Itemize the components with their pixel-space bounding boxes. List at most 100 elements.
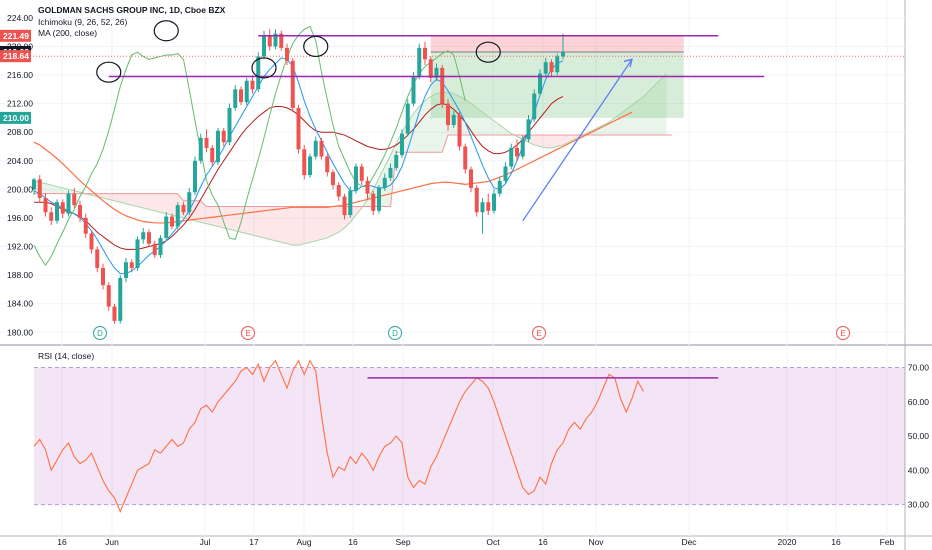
highlight-circle	[251, 57, 277, 79]
trend-arrow-head	[623, 58, 633, 68]
rsi-y-tick-label: 50.00	[908, 431, 930, 441]
cloud-segment	[425, 96, 431, 153]
price-scale-label: 210.00	[3, 113, 29, 123]
candle-body	[296, 107, 301, 150]
x-tick-label: 16	[57, 537, 67, 547]
candle-body	[129, 262, 134, 268]
cloud-segment	[488, 116, 494, 136]
cloud-segment	[321, 206, 328, 240]
price-scale-label-bg	[0, 29, 31, 42]
candle-body	[331, 172, 335, 186]
cloud-segment	[149, 193, 155, 211]
y-tick-label: 224.00	[7, 13, 33, 23]
x-tick-label: 17	[249, 537, 259, 547]
user-drawings[interactable]	[0, 20, 905, 222]
candle-body	[193, 160, 197, 193]
event-marker-label: D	[392, 329, 398, 338]
candle-body	[520, 139, 525, 157]
cloud-segment	[304, 206, 310, 244]
cloud-segment	[551, 135, 558, 148]
x-tick-label: Feb	[880, 537, 895, 547]
candle-body	[204, 137, 209, 148]
candle-body	[446, 103, 450, 126]
candle-body	[221, 130, 226, 143]
cloud-segment	[287, 206, 293, 246]
y-tick-label: 216.00	[7, 70, 33, 80]
candle-body	[175, 205, 180, 227]
y-tick-label: 204.00	[7, 156, 33, 166]
x-tick-label: Aug	[296, 537, 311, 547]
candle-body	[515, 147, 519, 157]
cloud-segment	[545, 135, 552, 148]
y-tick-label: 200.00	[7, 184, 33, 194]
candle-body	[313, 140, 318, 157]
candle-body	[147, 232, 151, 244]
y-tick-label: 212.00	[7, 99, 33, 109]
candle-body	[32, 179, 36, 190]
candle-body	[250, 80, 255, 90]
candle-body	[244, 80, 249, 103]
rsi-y-tick-label: 70.00	[908, 363, 930, 373]
candle-body	[43, 197, 48, 213]
cloud-segment	[252, 206, 259, 237]
cloud-segment	[275, 206, 282, 243]
cloud-segment	[315, 206, 322, 241]
candle-body	[187, 192, 192, 213]
cloud-segment	[131, 193, 138, 207]
candle-body	[95, 249, 100, 268]
cloud-segment	[281, 206, 287, 244]
price-scale-label: 218.64	[3, 51, 29, 61]
cloud-segment	[534, 135, 540, 147]
candle-body	[434, 67, 439, 78]
axes: 16 Jun Jul 17 Aug 16 Sep Oct 16 Nov Dec 2020 16 Feb 18…	[0, 13, 929, 547]
candle-body	[354, 166, 358, 191]
event-marker-label: E	[840, 329, 845, 338]
candle-body	[325, 156, 330, 173]
candle-body	[78, 205, 82, 218]
candle-body	[267, 35, 272, 47]
candle-body	[273, 33, 278, 47]
cloud-segment	[57, 186, 63, 194]
event-marker	[836, 326, 850, 340]
cloud-segment	[655, 79, 661, 136]
candle-body	[89, 233, 94, 250]
cloud-segment	[229, 206, 236, 231]
candle-body	[210, 147, 215, 163]
x-tick-label: Oct	[486, 537, 500, 547]
rsi-pane[interactable]	[33, 359, 905, 513]
highlight-circle	[153, 20, 179, 42]
candle-body	[118, 277, 123, 321]
cloud-segment	[649, 85, 655, 136]
price-scale-label-bg	[0, 50, 31, 63]
candle-body	[509, 147, 514, 167]
candle-body	[469, 169, 473, 188]
candle-body	[440, 67, 445, 104]
x-tick-label: Sep	[395, 537, 410, 547]
candle-body	[486, 202, 491, 211]
candle-body	[101, 267, 105, 286]
cloud-segment	[436, 92, 443, 153]
y-tick-label: 184.00	[7, 299, 33, 309]
candle-body	[526, 119, 531, 140]
cloud-segment	[540, 135, 546, 148]
x-tick-label: Jun	[105, 537, 119, 547]
cloud-segment	[154, 193, 161, 213]
cloud-segment	[160, 193, 167, 214]
candle-body	[423, 47, 427, 60]
candle-body	[342, 196, 347, 216]
candle-body	[463, 146, 468, 170]
candle-body	[83, 217, 88, 234]
cloud-segment	[499, 125, 506, 136]
y-tick-label: 196.00	[7, 213, 33, 223]
candles[interactable]	[32, 29, 565, 324]
y-tick-label: 208.00	[7, 127, 33, 137]
cloud-segment	[258, 206, 264, 238]
senkou-span-a	[33, 73, 667, 246]
cloud-segment	[568, 135, 575, 143]
event-marker	[388, 326, 402, 340]
candle-body	[555, 56, 560, 73]
candle-body	[152, 243, 157, 256]
x-tick-label: Dec	[681, 537, 697, 547]
